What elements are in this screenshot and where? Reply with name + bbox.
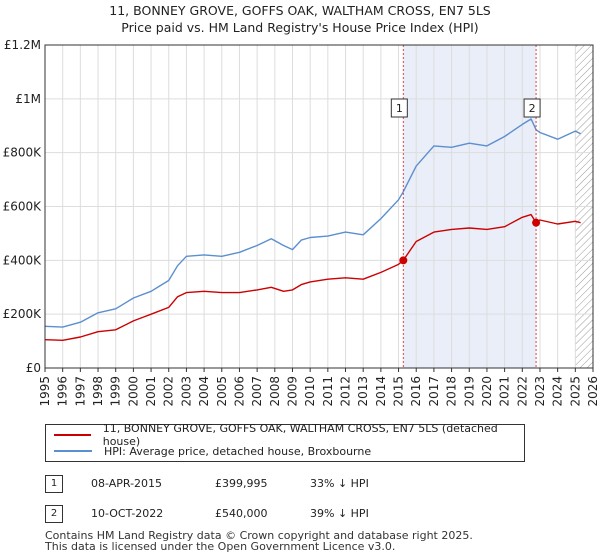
marker-label-2: 2 — [529, 102, 536, 115]
x-tick-label: 2008 — [268, 376, 282, 407]
x-tick-label: 2018 — [445, 376, 459, 407]
x-tick-label: 2014 — [374, 376, 388, 407]
x-tick-label: 2017 — [427, 376, 441, 407]
x-tick-label: 2020 — [480, 376, 494, 407]
x-tick-label: 2026 — [586, 376, 600, 407]
y-tick-label: £1.2M — [4, 38, 41, 52]
transaction-date: 08-APR-2015 — [91, 477, 163, 490]
x-tick-label: 2006 — [232, 376, 246, 407]
legend-label-hpi: HPI: Average price, detached house, Brox… — [104, 444, 372, 458]
y-tick-label: £200K — [3, 307, 43, 321]
series-line-hpi — [44, 118, 581, 328]
x-tick-label: 1995 — [38, 376, 52, 407]
marker-label-1: 1 — [396, 102, 403, 115]
y-tick-label: £1M — [15, 92, 41, 106]
x-tick-label: 2015 — [392, 376, 406, 407]
x-tick-label: 1996 — [56, 376, 70, 407]
y-tick-label: £800K — [3, 146, 43, 160]
x-tick-label: 2005 — [215, 376, 229, 407]
transaction-marker-2: 2 — [45, 505, 63, 523]
legend-item-hpi: HPI: Average price, detached house, Brox… — [54, 443, 371, 459]
transaction-price: £540,000 — [215, 507, 268, 520]
x-tick-label: 1997 — [73, 376, 87, 407]
x-tick-label: 2007 — [250, 376, 264, 407]
x-tick-label: 2024 — [551, 376, 565, 407]
y-tick-label: £400K — [3, 253, 43, 267]
chart-title: 11, BONNEY GROVE, GOFFS OAK, WALTHAM CRO… — [109, 3, 491, 18]
marker-point-2 — [532, 218, 541, 227]
marker-point-1 — [399, 256, 408, 265]
legend-swatch-hpi — [54, 450, 92, 452]
x-tick-label: 2023 — [533, 376, 547, 407]
marker-box-2 — [523, 98, 541, 118]
x-tick-label: 2022 — [515, 376, 529, 407]
transaction-marker-1: 1 — [45, 475, 63, 493]
transaction-price: £399,995 — [215, 477, 268, 490]
x-tick-label: 2009 — [285, 376, 299, 407]
legend-item-property: 11, BONNEY GROVE, GOFFS OAK, WALTHAM CRO… — [54, 422, 524, 448]
marker-box-1 — [390, 98, 408, 118]
transaction-date: 10-OCT-2022 — [91, 507, 164, 520]
x-tick-label: 2021 — [498, 376, 512, 407]
price-chart: 1 2 £0 £200K £400K £600K £800K £1M £1.2M 1995 199… — [3, 38, 600, 407]
plot-frame — [44, 44, 594, 369]
chart-subtitle: Price paid vs. HM Land Registry's House … — [121, 20, 479, 35]
x-tick-label: 2013 — [356, 376, 370, 407]
transaction-hpi: 33% ↓ HPI — [310, 477, 369, 490]
x-tick-label: 2000 — [126, 376, 140, 407]
x-tick-label: 2019 — [462, 376, 476, 407]
legend-swatch-property — [54, 434, 91, 436]
legend: 11, BONNEY GROVE, GOFFS OAK, WALTHAM CRO… — [45, 422, 525, 462]
x-tick-label: 2010 — [303, 376, 317, 407]
footer: Contains HM Land Registry data © Crown c… — [45, 530, 473, 552]
y-tick-label: £600K — [3, 200, 43, 214]
x-tick-label: 2011 — [321, 376, 335, 407]
y-tick-label: £0 — [26, 361, 41, 375]
series-line-property — [44, 213, 581, 341]
x-tick-label: 2004 — [197, 376, 211, 407]
footer-copyright: Contains HM Land Registry data © Crown c… — [45, 529, 473, 542]
legend-label-property: 11, BONNEY GROVE, GOFFS OAK, WALTHAM CRO… — [102, 422, 498, 448]
footer-licence: This data is licensed under the Open Gov… — [45, 540, 396, 553]
x-tick-label: 2012 — [339, 376, 353, 407]
x-tick-label: 1998 — [91, 376, 105, 407]
transaction-hpi: 39% ↓ HPI — [310, 507, 369, 520]
x-tick-label: 2025 — [568, 376, 582, 407]
x-tick-label: 1999 — [109, 376, 123, 407]
x-tick-label: 2002 — [162, 376, 176, 407]
x-tick-label: 2016 — [409, 376, 423, 407]
x-tick-label: 2001 — [144, 376, 158, 407]
x-tick-label: 2003 — [179, 376, 193, 407]
